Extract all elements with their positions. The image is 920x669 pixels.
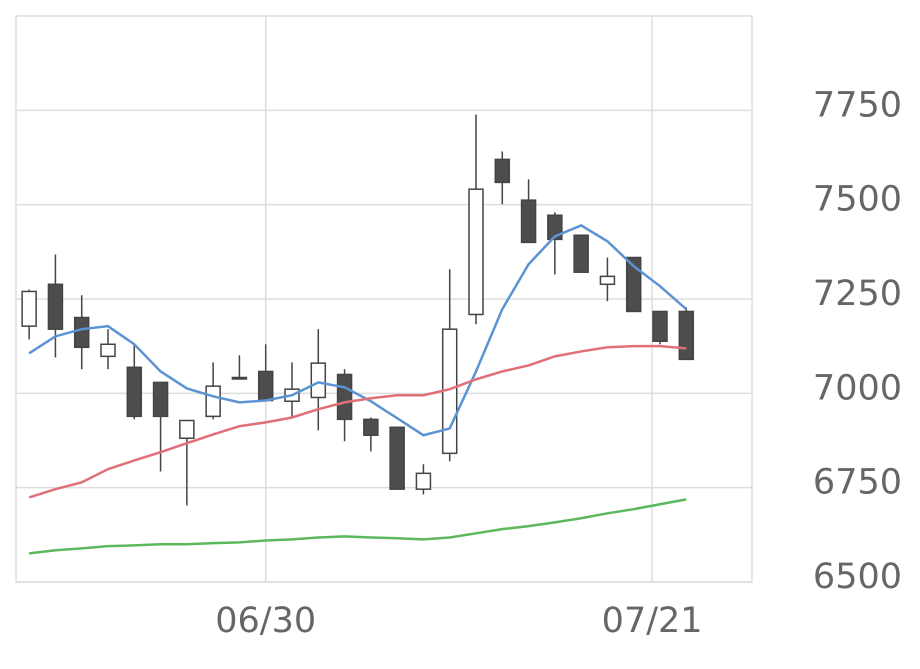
candle-body — [494, 158, 511, 184]
candle-body — [468, 188, 484, 316]
candle-body — [47, 283, 64, 330]
candle-body — [389, 426, 405, 490]
y-tick-label: 7750 — [813, 85, 902, 125]
candle-body — [73, 316, 90, 349]
candle-body — [100, 343, 116, 358]
candle-body — [415, 472, 432, 490]
candle-body — [205, 385, 221, 418]
candle-body — [520, 199, 537, 244]
candle-body — [573, 234, 589, 273]
candle-body — [547, 214, 563, 241]
candle-body — [599, 275, 616, 286]
x-tick-label: 06/30 — [215, 601, 316, 641]
candle-body — [231, 376, 248, 380]
candle-body — [678, 310, 695, 361]
candle-body — [336, 373, 353, 421]
candle-body — [310, 362, 327, 399]
candle-body — [152, 381, 169, 418]
candle-body — [21, 290, 37, 327]
candle-body — [126, 366, 143, 418]
candle-body — [652, 310, 668, 343]
y-tick-label: 7500 — [813, 180, 902, 220]
candle-body — [257, 370, 274, 402]
moving-average-line — [29, 498, 687, 555]
candle-body — [625, 256, 642, 313]
candle-body — [363, 418, 379, 436]
y-tick-label: 6750 — [813, 463, 902, 503]
moving-average-line — [28, 344, 687, 499]
y-tick-label: 7000 — [813, 368, 902, 408]
candle-body — [179, 419, 195, 439]
x-tick-label: 07/21 — [602, 601, 703, 641]
moving-average-line — [28, 224, 688, 437]
y-tick-label: 7250 — [813, 274, 902, 314]
y-tick-label: 6500 — [813, 557, 902, 597]
